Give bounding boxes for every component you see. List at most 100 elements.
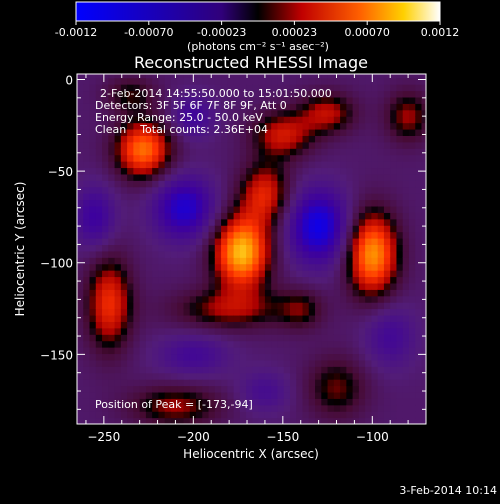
heatmap-cell (233, 180, 241, 188)
heatmap-cell (333, 122, 341, 130)
heatmap-cell (164, 366, 172, 374)
heatmap-cell (327, 321, 335, 329)
heatmap-cell (189, 411, 197, 419)
heatmap-cell (302, 231, 310, 239)
heatmap-cell (383, 417, 391, 424)
heatmap-cell (246, 173, 253, 181)
heatmap-cell (277, 212, 285, 220)
heatmap-cell (396, 205, 404, 213)
heatmap-cell (302, 96, 310, 104)
heatmap-cell (409, 250, 416, 258)
heatmap-cell (208, 417, 216, 424)
heatmap-cell (183, 90, 191, 98)
heatmap-cell (315, 186, 322, 194)
heatmap-cell (296, 154, 304, 162)
heatmap-cell (409, 90, 416, 98)
heatmap-cell (139, 199, 147, 207)
heatmap-cell (346, 135, 354, 143)
heatmap-cell (196, 148, 203, 156)
heatmap-cell (227, 379, 235, 387)
heatmap-cell (77, 193, 84, 201)
heatmap-cell (315, 212, 322, 220)
heatmap-cell (214, 205, 222, 213)
heatmap-cell (390, 334, 398, 342)
heatmap-cell (421, 205, 426, 213)
heatmap-cell (271, 161, 279, 169)
heatmap-cell (102, 148, 109, 156)
heatmap-cell (371, 238, 379, 246)
heatmap-cell (421, 109, 426, 117)
heatmap-cell (120, 135, 128, 143)
heatmap-cell (83, 122, 91, 130)
heatmap-cell (352, 225, 360, 233)
heatmap-cell (202, 180, 210, 188)
heatmap-cell (189, 404, 197, 412)
heatmap-cell (139, 404, 147, 412)
heatmap-cell (396, 321, 404, 329)
heatmap-cell (89, 238, 97, 246)
heatmap-cell (158, 205, 166, 213)
heatmap-cell (365, 116, 373, 124)
heatmap-cell (108, 372, 116, 380)
heatmap-cell (177, 334, 185, 342)
heatmap-cell (89, 154, 97, 162)
heatmap-cell (352, 289, 360, 297)
heatmap-cell (246, 353, 253, 361)
heatmap-cell (177, 353, 185, 361)
heatmap-cell (352, 167, 360, 175)
heatmap-cell (333, 109, 341, 117)
heatmap-cell (365, 186, 373, 194)
heatmap-cell (208, 276, 216, 284)
heatmap-cell (371, 77, 379, 85)
heatmap-cell (89, 244, 97, 252)
heatmap-cell (233, 295, 241, 303)
heatmap-cell (258, 263, 266, 271)
heatmap-cell (177, 193, 185, 201)
heatmap-cell (127, 161, 134, 169)
heatmap-cell (421, 282, 426, 290)
heatmap-cell (371, 340, 379, 348)
heatmap-cell (114, 77, 122, 85)
heatmap-cell (83, 244, 91, 252)
heatmap-cell (252, 109, 260, 117)
heatmap-cell (170, 173, 178, 181)
heatmap-cell (352, 353, 360, 361)
heatmap-cell (145, 135, 153, 143)
heatmap-cell (170, 321, 178, 329)
heatmap-cell (89, 366, 97, 374)
heatmap-cell (95, 135, 103, 143)
heatmap-cell (333, 218, 341, 226)
heatmap-cell (271, 379, 279, 387)
heatmap-cell (296, 250, 304, 258)
heatmap-cell (315, 103, 322, 111)
heatmap-cell (377, 161, 385, 169)
heatmap-cell (289, 116, 297, 124)
heatmap-cell (283, 417, 291, 424)
heatmap-cell (170, 270, 178, 278)
heatmap-cell (189, 270, 197, 278)
heatmap-cell (170, 327, 178, 335)
heatmap-cell (239, 231, 247, 239)
heatmap-cell (371, 103, 379, 111)
heatmap-cell (114, 173, 122, 181)
heatmap-cell (340, 225, 347, 233)
heatmap-cell (383, 122, 391, 130)
heatmap-cell (365, 270, 373, 278)
heatmap-cell (170, 193, 178, 201)
heatmap-cell (371, 128, 379, 136)
heatmap-cell (296, 244, 304, 252)
heatmap-cell (95, 327, 103, 335)
heatmap-cell (296, 276, 304, 284)
heatmap-cell (89, 353, 97, 361)
heatmap-cell (221, 109, 228, 117)
heatmap-cell (277, 327, 285, 335)
heatmap-cell (383, 180, 391, 188)
heatmap-cell (352, 173, 360, 181)
heatmap-cell (114, 334, 122, 342)
heatmap-cell (152, 321, 160, 329)
heatmap-cell (277, 391, 285, 399)
heatmap-cell (183, 411, 191, 419)
heatmap-cell (139, 391, 147, 399)
heatmap-cell (271, 353, 279, 361)
heatmap-cell (377, 212, 385, 220)
